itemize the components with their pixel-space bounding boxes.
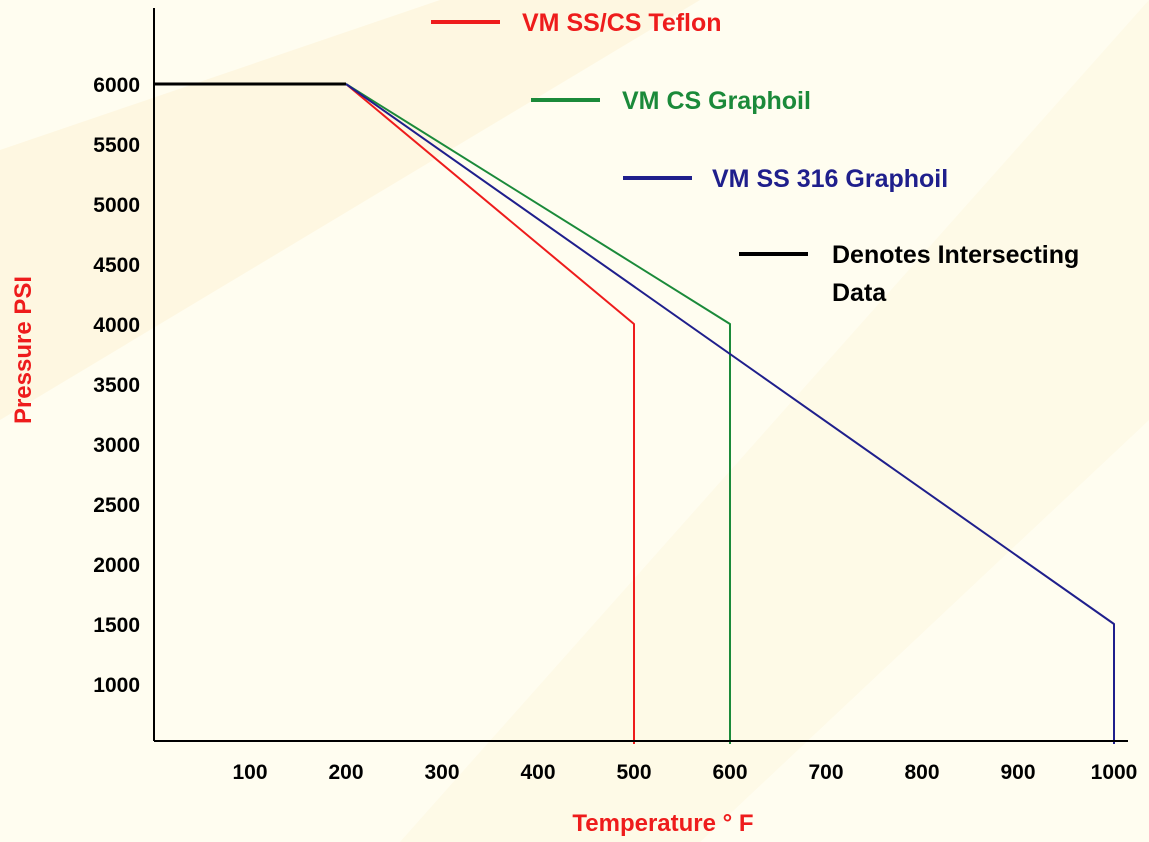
y-tick-label: 3500 xyxy=(93,374,140,397)
x-tick-label: 800 xyxy=(904,761,939,784)
y-tick-label: 6000 xyxy=(93,74,140,97)
y-tick-label: 2500 xyxy=(93,494,140,517)
y-tick-labels: 1000 1500 2000 2500 3000 3500 4000 4500 5000 5500… xyxy=(93,74,140,697)
legend-label-2: VM SS 316 Graphoil xyxy=(712,165,948,193)
y-tick-label: 1000 xyxy=(93,674,140,697)
x-tick-label: 300 xyxy=(424,761,459,784)
x-tick-labels: 100 200 300 400 500 600 700 800 900 1000 xyxy=(232,761,1137,784)
y-tick-label: 4000 xyxy=(93,314,140,337)
y-tick-label: 5500 xyxy=(93,134,140,157)
legend: VM SS/CS Teflon VM CS Graphoil VM SS 316 G… xyxy=(431,9,1079,307)
legend-label-3: Data xyxy=(832,279,887,307)
watermark-shape-right xyxy=(400,0,1149,842)
series-line-0 xyxy=(345,83,635,744)
x-tick-label: 900 xyxy=(1000,761,1035,784)
x-tick-label: 1000 xyxy=(1091,761,1138,784)
x-tick-label: 200 xyxy=(328,761,363,784)
y-tick-label: 4500 xyxy=(93,254,140,277)
legend-label-3: Denotes Intersecting xyxy=(832,241,1079,269)
legend-label-0: VM SS/CS Teflon xyxy=(522,9,722,37)
x-tick-label: 600 xyxy=(712,761,747,784)
y-tick-label: 5000 xyxy=(93,194,140,217)
x-tick-label: 100 xyxy=(232,761,267,784)
x-tick-label: 400 xyxy=(520,761,555,784)
y-axis-title: Pressure PSI xyxy=(10,276,37,424)
watermark-shape-left xyxy=(0,0,700,420)
x-tick-label: 700 xyxy=(808,761,843,784)
x-axis-title: Temperature ° F xyxy=(572,810,753,837)
x-tick-label: 500 xyxy=(616,761,651,784)
series-line-1 xyxy=(345,83,731,744)
series-line-2 xyxy=(345,83,1115,744)
y-tick-label: 2000 xyxy=(93,554,140,577)
series-layer xyxy=(154,82,1115,744)
y-tick-label: 3000 xyxy=(93,434,140,457)
legend-label-1: VM CS Graphoil xyxy=(622,87,811,115)
y-tick-label: 1500 xyxy=(93,614,140,637)
